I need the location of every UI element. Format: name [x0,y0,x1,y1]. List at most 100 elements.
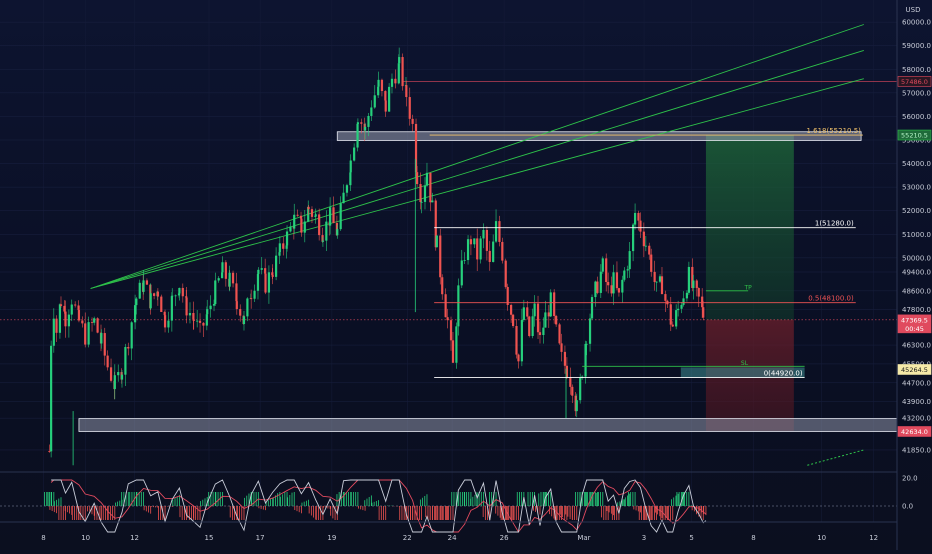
candle-body [626,269,629,271]
candle-body [109,367,113,381]
target-price-tag [897,129,932,141]
candle-body [171,295,174,297]
candle-body [644,245,647,247]
time-tick-label: 3 [642,534,646,542]
candle-body [579,377,582,401]
candle-body [90,322,94,323]
candle-body [185,296,188,298]
osc-tick-label: 20.0 [902,475,918,483]
candle-body [77,305,80,311]
candle-body [623,270,626,280]
candle-body [181,287,184,297]
candle-body [515,325,518,355]
candle-body [250,298,253,300]
candle-body [282,243,285,249]
candle-body [52,318,55,346]
fib-label-0: 0(44920.0) [764,370,803,378]
candle-body [528,316,531,337]
candle-body [74,304,77,306]
candle-body [153,293,156,296]
candle-body [510,304,513,315]
candle-body [476,238,479,260]
candle-body [242,316,246,325]
candle-body [256,273,260,291]
candle-body [691,266,694,288]
candle-body [384,91,387,101]
candle-body [117,372,120,376]
candle-body [414,123,418,173]
candle-body [377,79,380,87]
candle-body [59,304,63,306]
time-axis[interactable]: 8 10 12 15 17 19 22 24 26 Mar 3 5 8 10 12 [41,534,878,542]
candle-body [655,281,658,283]
price-axis[interactable]: 60000.0 59000.0 58000.0 57000.0 56000.0 55000… [897,19,932,455]
trendline [90,24,864,289]
candle-body [188,312,192,316]
candle-body [444,294,447,318]
candle-body [228,272,231,287]
candle-body [526,307,529,317]
candle-body [296,214,299,216]
candle-body [650,254,653,272]
candle-body [479,238,482,260]
candle-body [488,250,491,262]
candle-body [463,260,466,261]
candle-body [560,343,563,352]
candle-body [482,229,485,239]
countdown-text: 00:45 [905,325,924,333]
candle-body [565,365,569,378]
candle-body [633,212,637,225]
candle-body [67,314,70,327]
candle-body [87,322,90,345]
candle-body [77,310,81,321]
price-tick-label: 46300.0 [902,342,931,350]
candle-body [196,320,199,322]
candle-body [549,292,552,317]
candle-body [675,310,678,327]
candle-body [221,262,224,273]
price-tick-label: 56000.0 [902,113,931,121]
candle-body [658,276,662,282]
candle-body [353,147,356,161]
support-band [78,418,898,432]
candle-body [621,279,624,293]
candle-body [682,298,685,305]
candle-body [601,258,604,272]
oscillator-panel: 20.0 0.0 [0,475,918,533]
candle-body [536,303,540,333]
candle-body [209,305,212,310]
time-tick-label: 8 [41,534,45,542]
price-tick-label: 47800.0 [902,306,931,314]
candle-body [103,333,106,356]
candle-body [300,218,303,233]
candle-body [271,275,274,277]
trendline [90,49,864,289]
candle-body [345,185,349,193]
candle-body [501,241,504,261]
fib-layer: 0(44920.0) 0.5(48100.0) 1(51280.0) 1.618(55… [429,127,863,379]
candle-body [394,78,397,84]
candle-body [253,290,256,299]
price-tick-label: 50000.0 [902,254,931,262]
time-tick-label: 5 [689,534,693,542]
candle-body [177,293,181,296]
candle-body [58,304,62,333]
candle-body [558,324,561,344]
candle-body [130,322,133,349]
candle-body [544,312,547,328]
candle-body [212,304,216,306]
candle-body [285,245,288,249]
candle-body [434,200,437,248]
candle-body [198,320,202,323]
candle-body [520,320,523,362]
candle-body [318,214,321,236]
candle-body [349,160,352,173]
candle-body [133,305,137,323]
candle-body [671,324,674,327]
candle-body [142,280,145,292]
candle-body [285,231,289,246]
candle-body [278,252,281,256]
candle-body [163,312,166,316]
